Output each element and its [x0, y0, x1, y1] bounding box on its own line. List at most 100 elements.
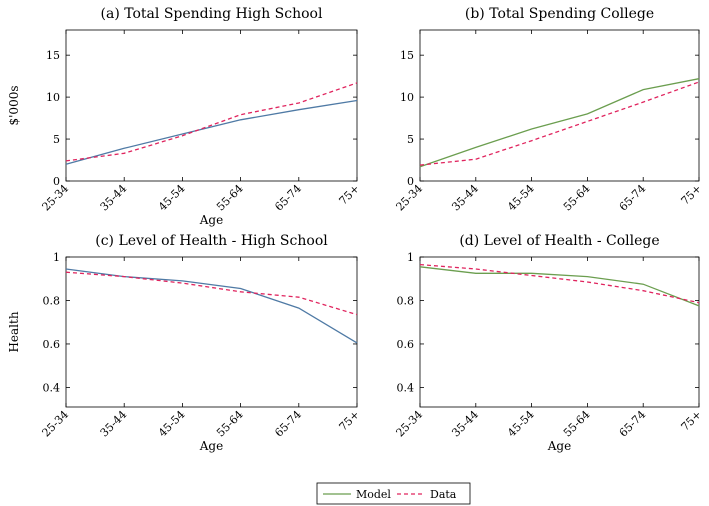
series-line-model	[65, 268, 358, 344]
data-point	[123, 147, 125, 149]
data-point	[642, 283, 644, 285]
series-line-model	[65, 99, 358, 165]
y-tick-label: 0	[407, 175, 414, 188]
x-tick-label: 35-44	[449, 408, 481, 440]
subplot-4: (d) Level of Health - College 0.4 0.6 0.8 1 2…	[394, 233, 705, 453]
series-line-data	[65, 82, 358, 162]
series-line-data	[65, 271, 358, 316]
y-tick-label: 0.4	[43, 381, 61, 394]
data-point	[531, 140, 533, 142]
y-tick-label: 10	[46, 91, 60, 104]
data-point	[182, 280, 184, 282]
series-line-model	[419, 266, 700, 307]
y-tick-label: 0.8	[397, 294, 415, 307]
x-tick-label: 55-64	[214, 182, 246, 214]
data-point	[356, 342, 358, 344]
axes-frame	[65, 256, 358, 408]
subplot-title: (a) Total Spending High School	[101, 6, 323, 22]
data-point	[123, 152, 125, 154]
x-tick-label: 65-74	[272, 182, 304, 214]
data-point	[475, 147, 477, 149]
subplot-1: (a) Total Spending High School05101525-3…	[7, 6, 362, 227]
data-point	[419, 166, 421, 168]
x-tick-label: 75+	[337, 408, 363, 434]
data-point	[298, 109, 300, 111]
data-point	[642, 290, 644, 292]
x-tick-label: 45-54	[156, 408, 188, 440]
data-point	[531, 272, 533, 274]
data-point	[698, 302, 700, 304]
axes-frame	[419, 256, 700, 408]
x-tick-label: 35-44	[449, 182, 481, 214]
y-tick-label: 0.6	[43, 338, 61, 351]
data-point	[240, 114, 242, 116]
legend-label-model: Model	[356, 488, 391, 501]
x-tick-label: 25-34	[394, 408, 426, 440]
axes-frame	[65, 29, 358, 182]
legend-label-data: Data	[430, 488, 457, 501]
data-point	[182, 282, 184, 284]
data-point	[65, 268, 67, 270]
data-point	[298, 307, 300, 309]
x-tick-label: 55-64	[561, 182, 593, 214]
data-point	[65, 160, 67, 162]
data-point	[419, 266, 421, 268]
data-point	[475, 272, 477, 274]
x-tick-label: 35-44	[98, 182, 130, 214]
x-axis-label: Age	[199, 439, 223, 453]
data-point	[642, 101, 644, 103]
subplot-title: (c) Level of Health - High School	[95, 233, 328, 249]
x-tick-label: 75+	[679, 182, 705, 208]
y-tick-label: 15	[400, 49, 414, 62]
data-point	[475, 158, 477, 160]
x-tick-label: 35-44	[98, 408, 130, 440]
series-line-data	[419, 263, 700, 304]
data-point	[698, 81, 700, 83]
x-tick-label: 75+	[337, 182, 363, 208]
y-tick-label: 10	[400, 91, 414, 104]
subplot-3: (c) Level of Health - High School 0.4 0.6 0…	[7, 233, 362, 453]
y-tick-label: 0.6	[397, 338, 415, 351]
data-point	[65, 163, 67, 165]
x-tick-label: 65-74	[617, 182, 649, 214]
x-tick-label: 45-54	[505, 408, 537, 440]
x-axis-label: Age	[199, 213, 223, 227]
y-tick-label: 0.4	[397, 381, 415, 394]
x-tick-label: 45-54	[505, 182, 537, 214]
data-point	[240, 288, 242, 290]
data-point	[240, 291, 242, 293]
data-point	[182, 135, 184, 137]
data-point	[475, 268, 477, 270]
y-tick-label: 5	[407, 133, 414, 146]
y-tick-label: 5	[53, 133, 60, 146]
legend: Model Data	[316, 482, 471, 505]
y-tick-label: 1	[53, 251, 60, 264]
data-point	[356, 314, 358, 316]
data-point	[65, 271, 67, 273]
data-point	[298, 102, 300, 104]
x-tick-label: 55-64	[214, 408, 246, 440]
data-point	[531, 275, 533, 277]
x-axis-label: Age	[547, 439, 571, 453]
data-point	[419, 164, 421, 166]
data-point	[698, 78, 700, 80]
data-point	[531, 128, 533, 130]
y-tick-label: 0	[53, 175, 60, 188]
data-point	[240, 119, 242, 121]
data-point	[587, 121, 589, 123]
data-point	[356, 82, 358, 84]
data-point	[587, 276, 589, 278]
data-point	[587, 113, 589, 115]
y-tick-label: 15	[46, 49, 60, 62]
series-line-model	[419, 78, 700, 168]
y-axis-label: Health	[7, 311, 21, 352]
x-tick-label: 75+	[679, 408, 705, 434]
data-point	[182, 133, 184, 135]
y-tick-label: 0.8	[43, 294, 61, 307]
axes-frame	[419, 29, 700, 182]
x-tick-label: 65-74	[617, 408, 649, 440]
data-point	[123, 276, 125, 278]
y-axis-label: $'000s	[7, 86, 21, 126]
